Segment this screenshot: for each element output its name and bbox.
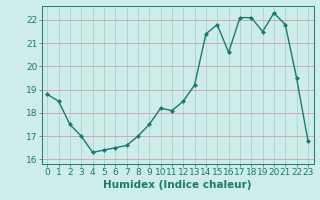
X-axis label: Humidex (Indice chaleur): Humidex (Indice chaleur) [103,180,252,190]
